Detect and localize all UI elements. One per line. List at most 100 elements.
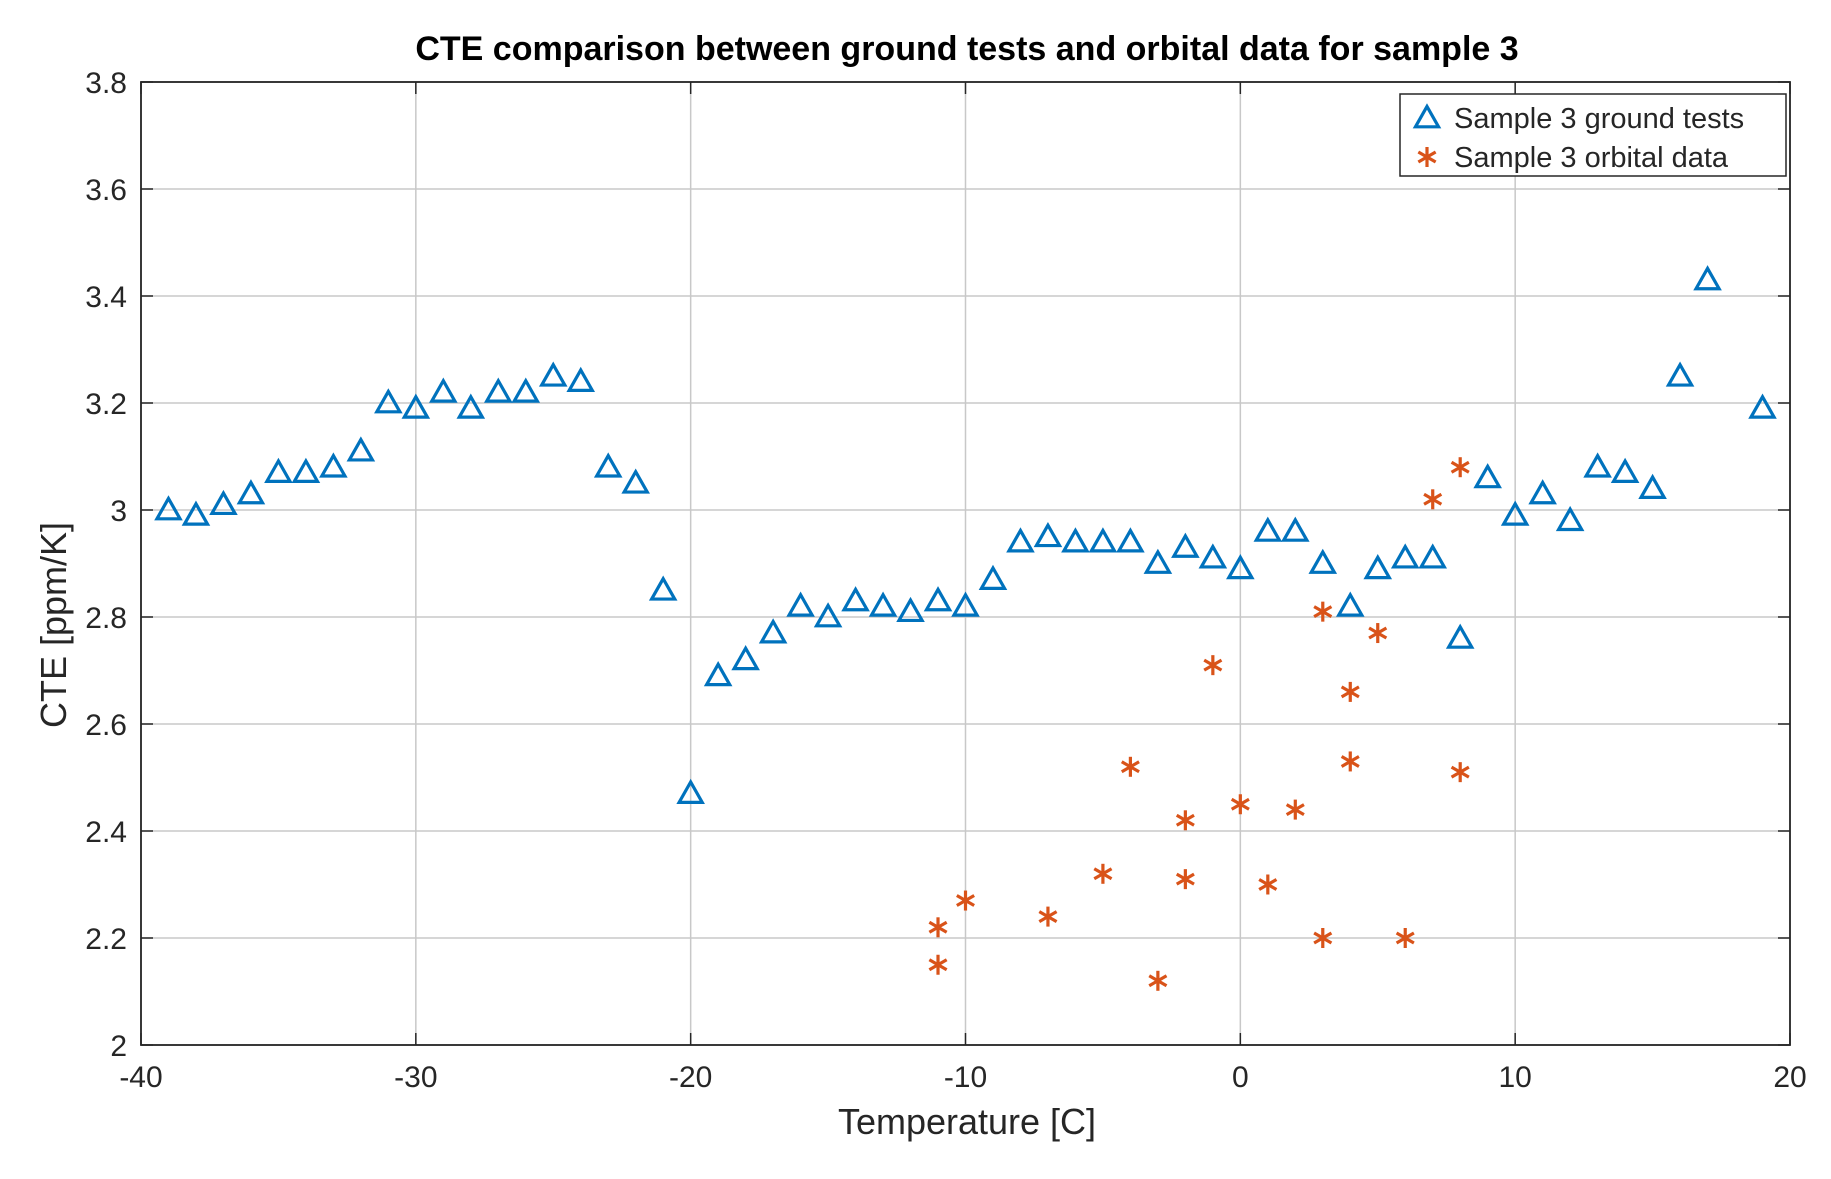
asterisk-stroke xyxy=(1417,150,1437,164)
asterisk-stroke xyxy=(1175,813,1195,827)
data-markers xyxy=(154,265,1777,991)
y-tick-label: 2.8 xyxy=(85,602,127,635)
ground-test-point xyxy=(1363,554,1393,580)
legend-asterisk-marker xyxy=(1417,147,1437,167)
legend-label-orbital-data: Sample 3 orbital data xyxy=(1454,142,1729,174)
asterisk-stroke xyxy=(1230,797,1250,811)
asterisk-stroke xyxy=(1368,626,1388,640)
orbital-data-point xyxy=(1038,906,1058,927)
orbital-data-point xyxy=(1148,970,1168,991)
y-tick-label: 3.6 xyxy=(85,174,127,207)
asterisk-stroke xyxy=(1450,460,1470,474)
ground-test-point xyxy=(1171,532,1200,558)
ground-test-point xyxy=(511,377,541,403)
y-tick-label: 2.2 xyxy=(85,923,127,956)
asterisk-stroke xyxy=(1285,803,1305,816)
ground-test-point xyxy=(181,500,211,526)
ground-test-point xyxy=(1610,457,1640,483)
x-tick-label: 0 xyxy=(1232,1061,1249,1094)
ground-test-point xyxy=(1390,543,1420,569)
asterisk-stroke xyxy=(1093,867,1113,881)
ground-test-point xyxy=(374,388,403,414)
orbital-data-point xyxy=(1175,869,1195,890)
asterisk-stroke xyxy=(1120,760,1140,774)
orbital-data-point xyxy=(956,890,975,911)
ground-test-point xyxy=(731,645,760,671)
asterisk-stroke xyxy=(1203,658,1223,672)
ground-test-point xyxy=(538,361,568,387)
y-tick-label: 3 xyxy=(110,495,127,528)
y-tick-label: 2.6 xyxy=(85,709,127,742)
ground-test-point xyxy=(566,366,596,392)
asterisk-stroke xyxy=(928,920,948,934)
ground-test-point xyxy=(1253,516,1283,542)
ground-test-point xyxy=(209,489,238,516)
ground-test-point xyxy=(593,452,623,478)
asterisk-stroke xyxy=(1313,605,1333,619)
ground-test-point xyxy=(319,452,348,478)
ground-test-point xyxy=(291,457,321,483)
ground-test-point xyxy=(923,586,953,612)
ground-test-point xyxy=(1061,527,1090,553)
x-tick-label: -20 xyxy=(669,1061,712,1094)
orbital-data-point xyxy=(1175,810,1195,831)
ground-test-point xyxy=(1555,505,1585,532)
orbital-data-point xyxy=(1120,756,1140,777)
chart-title: CTE comparison between ground tests and … xyxy=(415,30,1518,68)
ground-test-point xyxy=(703,661,733,687)
ground-test-point xyxy=(1473,463,1502,489)
ground-test-point xyxy=(1638,473,1667,499)
ground-test-point xyxy=(813,602,843,628)
asterisk-stroke xyxy=(1258,878,1278,891)
x-axis-ticks: -40 -30 -20 -10 0 10 20 xyxy=(119,82,1807,1094)
ground-test-point xyxy=(648,575,678,601)
orbital-data-point xyxy=(1313,928,1333,948)
orbital-data-point xyxy=(1230,794,1250,815)
legend-marker-orbital-data xyxy=(1417,147,1437,167)
orbital-data-point xyxy=(1258,874,1278,895)
x-tick-label: 10 xyxy=(1498,1061,1531,1094)
ground-test-point xyxy=(1088,527,1118,553)
asterisk-stroke xyxy=(1038,910,1058,923)
asterisk-stroke xyxy=(1340,755,1360,768)
y-tick-label: 3.8 xyxy=(85,67,127,100)
ground-test-point xyxy=(786,591,815,617)
ground-test-point xyxy=(978,564,1008,590)
orbital-data-point xyxy=(1340,751,1360,772)
ground-test-point xyxy=(896,596,925,623)
ground-test-point xyxy=(758,618,788,644)
ground-test-point xyxy=(264,457,293,483)
ground-test-point xyxy=(1748,393,1777,419)
ground-test-point xyxy=(401,393,431,419)
x-tick-label: -10 xyxy=(944,1061,987,1094)
asterisk-stroke xyxy=(1175,872,1195,886)
asterisk-stroke xyxy=(1148,974,1168,988)
ground-test-point xyxy=(236,479,266,505)
ground-test-point xyxy=(429,377,458,403)
ground-test-point xyxy=(154,495,183,521)
orbital-data-point xyxy=(1285,799,1305,820)
orbital-data-point xyxy=(1395,928,1415,948)
y-tick-label: 2.4 xyxy=(85,816,127,849)
ground-test-point xyxy=(676,778,705,804)
x-tick-label: -40 xyxy=(119,1061,162,1094)
ground-test-point xyxy=(621,468,650,494)
x-tick-label: -30 xyxy=(394,1061,437,1094)
asterisk-stroke xyxy=(956,894,975,907)
ground-test-point xyxy=(1693,265,1722,291)
ground-test-point xyxy=(1445,623,1475,649)
ground-test-point xyxy=(1198,543,1228,569)
asterisk-stroke xyxy=(1423,492,1443,506)
orbital-data-point xyxy=(1423,489,1443,510)
legend-triangle-marker xyxy=(1412,103,1442,129)
y-tick-label: 3.2 xyxy=(85,388,127,421)
ground-test-point xyxy=(456,393,486,419)
y-tick-label: 2 xyxy=(110,1030,127,1063)
x-tick-label: 20 xyxy=(1773,1061,1806,1094)
orbital-data-point xyxy=(928,954,948,975)
asterisk-stroke xyxy=(1395,931,1415,945)
y-axis-ticks: 2 2.2 2.4 2.6 2.8 3 3.2 3.4 3.6 3.8 xyxy=(85,67,1790,1063)
ground-test-point xyxy=(1116,527,1145,553)
